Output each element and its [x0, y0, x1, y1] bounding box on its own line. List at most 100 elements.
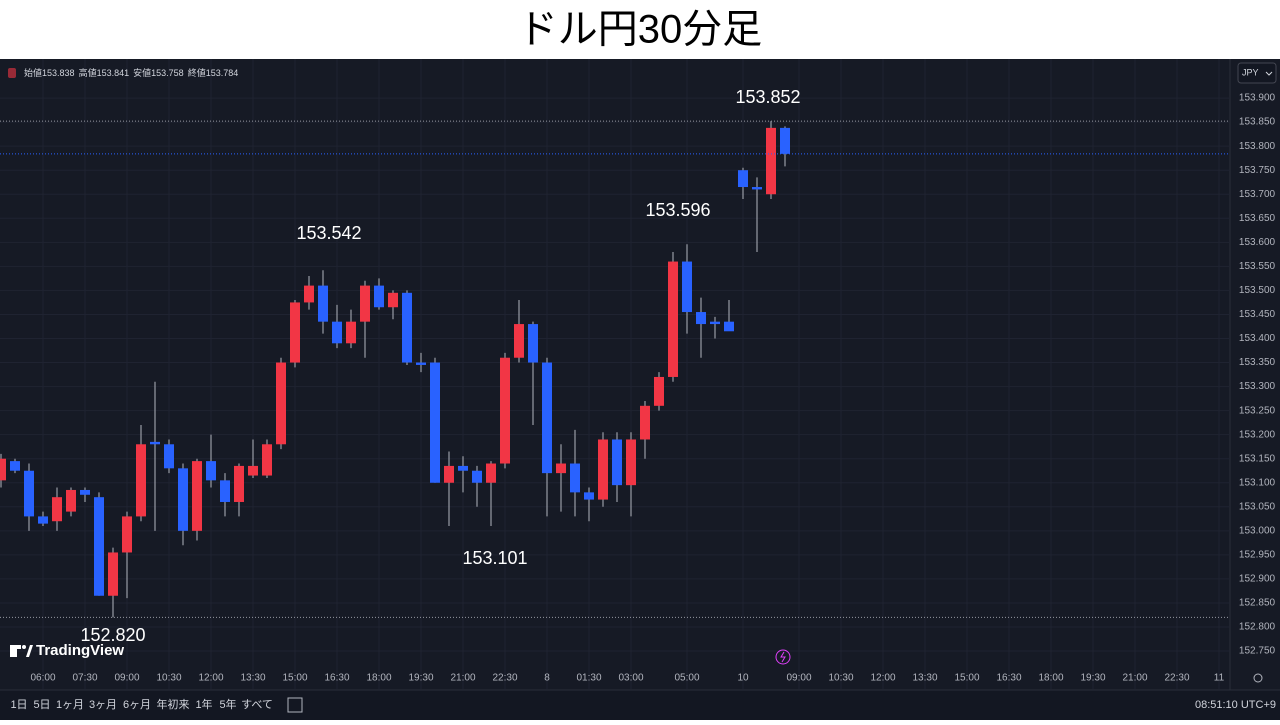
x-tick-label: 22:30	[492, 673, 517, 684]
candle-body	[10, 461, 20, 471]
candle-body	[164, 444, 174, 469]
candle-body	[206, 461, 216, 481]
currency[interactable]: JPY	[1242, 67, 1259, 77]
currency-dropdown[interactable]	[1237, 62, 1277, 84]
y-tick-label: 153.100	[1239, 477, 1276, 488]
period-button[interactable]: 5日	[33, 699, 50, 711]
candle-body	[94, 497, 104, 596]
y-tick-label: 153.850	[1239, 117, 1276, 128]
candle-body	[80, 489, 90, 495]
y-tick-label: 153.150	[1239, 453, 1276, 464]
x-tick-label: 12:00	[870, 673, 895, 684]
candle-body	[66, 489, 76, 512]
candle-body	[724, 321, 734, 332]
annotation: 152.820	[80, 625, 145, 645]
x-tick-label: 12:00	[198, 673, 223, 684]
candle-body	[640, 405, 650, 440]
period-button[interactable]: 1年	[195, 697, 212, 711]
candle-body	[402, 292, 412, 363]
date-range-icon[interactable]	[287, 697, 303, 713]
candle-body	[500, 357, 510, 464]
y-tick-label: 153.050	[1239, 501, 1276, 512]
x-tick-label: 15:00	[954, 673, 979, 684]
candle-body	[38, 516, 48, 524]
y-tick-label: 153.650	[1239, 213, 1276, 224]
candle-body	[0, 458, 6, 481]
y-tick-label: 153.200	[1239, 429, 1276, 440]
x-tick-label: 05:00	[674, 673, 699, 684]
grid	[0, 59, 1230, 690]
annotation: 153.101	[462, 548, 527, 568]
x-tick-label: 01:30	[576, 673, 601, 684]
y-tick-label: 153.550	[1239, 261, 1276, 272]
x-tick-label: 13:30	[912, 673, 937, 684]
x-tick-label: 19:30	[408, 673, 433, 684]
candle-body	[668, 261, 678, 377]
x-tick-label: 10	[737, 673, 749, 684]
x-tick-label: 15:00	[282, 673, 307, 684]
period-button[interactable]: 5年	[219, 697, 236, 711]
y-tick-label: 153.000	[1239, 525, 1276, 536]
period-button[interactable]: 1ヶ月	[56, 699, 84, 711]
x-tick-label: 10:30	[828, 673, 853, 684]
value: 153.784	[206, 68, 239, 78]
x-tick-label: 13:30	[240, 673, 265, 684]
candle-body	[220, 480, 230, 502]
toolbar	[0, 690, 1280, 720]
page-title: ドル円30分足	[518, 8, 763, 52]
settings-icon[interactable]	[1253, 673, 1263, 683]
annotation: 153.596	[645, 200, 710, 220]
x-tick-label: 09:00	[786, 673, 811, 684]
y-tick-label: 153.900	[1239, 93, 1276, 104]
value: 153.841	[97, 68, 130, 78]
annotation: 153.542	[296, 223, 361, 243]
candle-body	[570, 463, 580, 493]
candle-body	[360, 285, 370, 322]
y-tick-label: 153.300	[1239, 381, 1276, 392]
candle-body	[528, 324, 538, 363]
y-tick-label: 152.750	[1239, 646, 1276, 657]
x-tick-label: 18:00	[366, 673, 391, 684]
x-tick-label: 03:00	[618, 673, 643, 684]
ohlc-legend: 始値153.838 高値153.841 安値153.758 終値153.784	[24, 67, 238, 78]
value: 153.838	[42, 68, 75, 78]
label: 高値	[79, 67, 97, 78]
label: 始値	[24, 67, 42, 78]
chart-area	[0, 59, 1280, 690]
x-tick-label: 10:30	[156, 673, 181, 684]
legend-icon	[8, 68, 16, 78]
x-tick-label: 22:30	[1164, 673, 1189, 684]
candle-body	[752, 187, 762, 190]
period-button[interactable]: 年初来	[157, 697, 190, 711]
candle-body	[318, 285, 328, 322]
period-button[interactable]: 3ヶ月	[89, 699, 117, 711]
candle-body	[696, 312, 706, 325]
period-button[interactable]: 6ヶ月	[123, 699, 151, 711]
label: 終値	[188, 67, 206, 78]
candle-body	[612, 439, 622, 486]
event-icon[interactable]	[775, 649, 791, 665]
y-tick-label: 153.350	[1239, 357, 1276, 368]
x-tick-label: 21:00	[450, 673, 475, 684]
period-button[interactable]: 1日	[10, 699, 27, 711]
candle-body	[136, 444, 146, 517]
candle-body	[458, 465, 468, 471]
label: 安値	[133, 67, 151, 78]
candle-body	[52, 497, 62, 522]
dropdown-arrow	[1265, 71, 1273, 76]
x-tick-label: 09:00	[114, 673, 139, 684]
x-tick-label: 06:00	[30, 673, 55, 684]
event-icon-bolt	[780, 651, 786, 663]
candle-body	[556, 463, 566, 474]
candle-body	[430, 362, 440, 483]
y-tick-label: 152.800	[1239, 622, 1276, 633]
candle-body	[598, 439, 608, 500]
x-tick-label: 07:30	[72, 673, 97, 684]
period-button[interactable]: すべて	[241, 698, 273, 711]
x-tick-label: 19:30	[1080, 673, 1105, 684]
candle-body	[780, 127, 790, 154]
y-tick-label: 153.800	[1239, 141, 1276, 152]
candle-body	[150, 441, 160, 445]
candle-body	[710, 321, 720, 325]
